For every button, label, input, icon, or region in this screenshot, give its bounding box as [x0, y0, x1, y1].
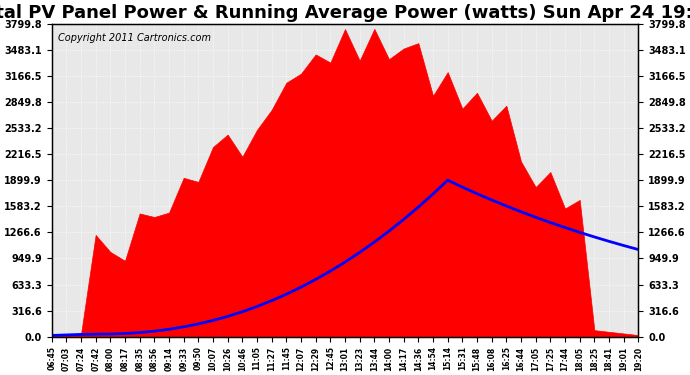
Text: Copyright 2011 Cartronics.com: Copyright 2011 Cartronics.com: [57, 33, 210, 43]
Title: Total PV Panel Power & Running Average Power (watts) Sun Apr 24 19:22: Total PV Panel Power & Running Average P…: [0, 4, 690, 22]
